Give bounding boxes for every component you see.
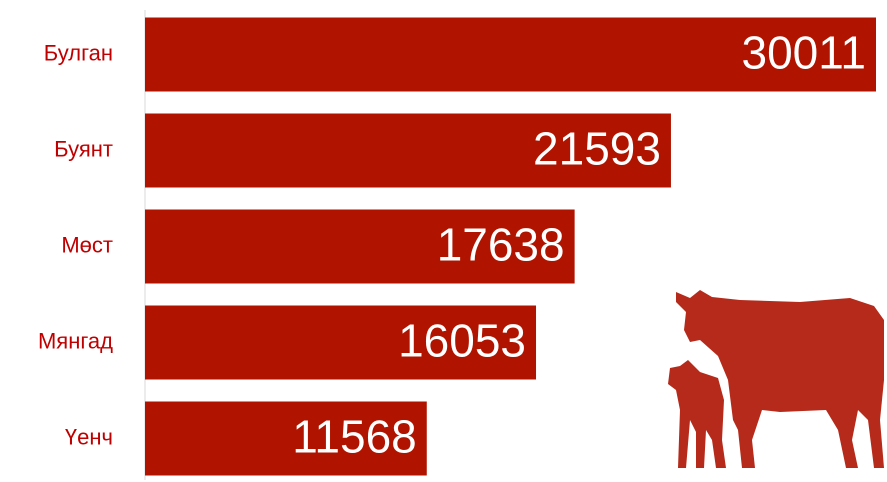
value-label: 17638	[437, 219, 565, 271]
bar	[145, 305, 537, 380]
cow-illustration	[668, 290, 884, 468]
category-label: Үенч	[65, 424, 113, 449]
value-label: 30011	[741, 27, 866, 79]
category-label: Мянгад	[38, 328, 113, 353]
bar	[145, 209, 575, 284]
category-label: Булган	[44, 40, 113, 65]
bar	[145, 113, 671, 188]
bar	[145, 17, 876, 92]
value-label: 21593	[533, 123, 661, 175]
value-label: 16053	[398, 315, 526, 367]
bar	[145, 401, 427, 476]
value-label: 11568	[292, 411, 417, 463]
category-label: Мөст	[61, 232, 113, 257]
category-label: Буянт	[54, 136, 113, 161]
